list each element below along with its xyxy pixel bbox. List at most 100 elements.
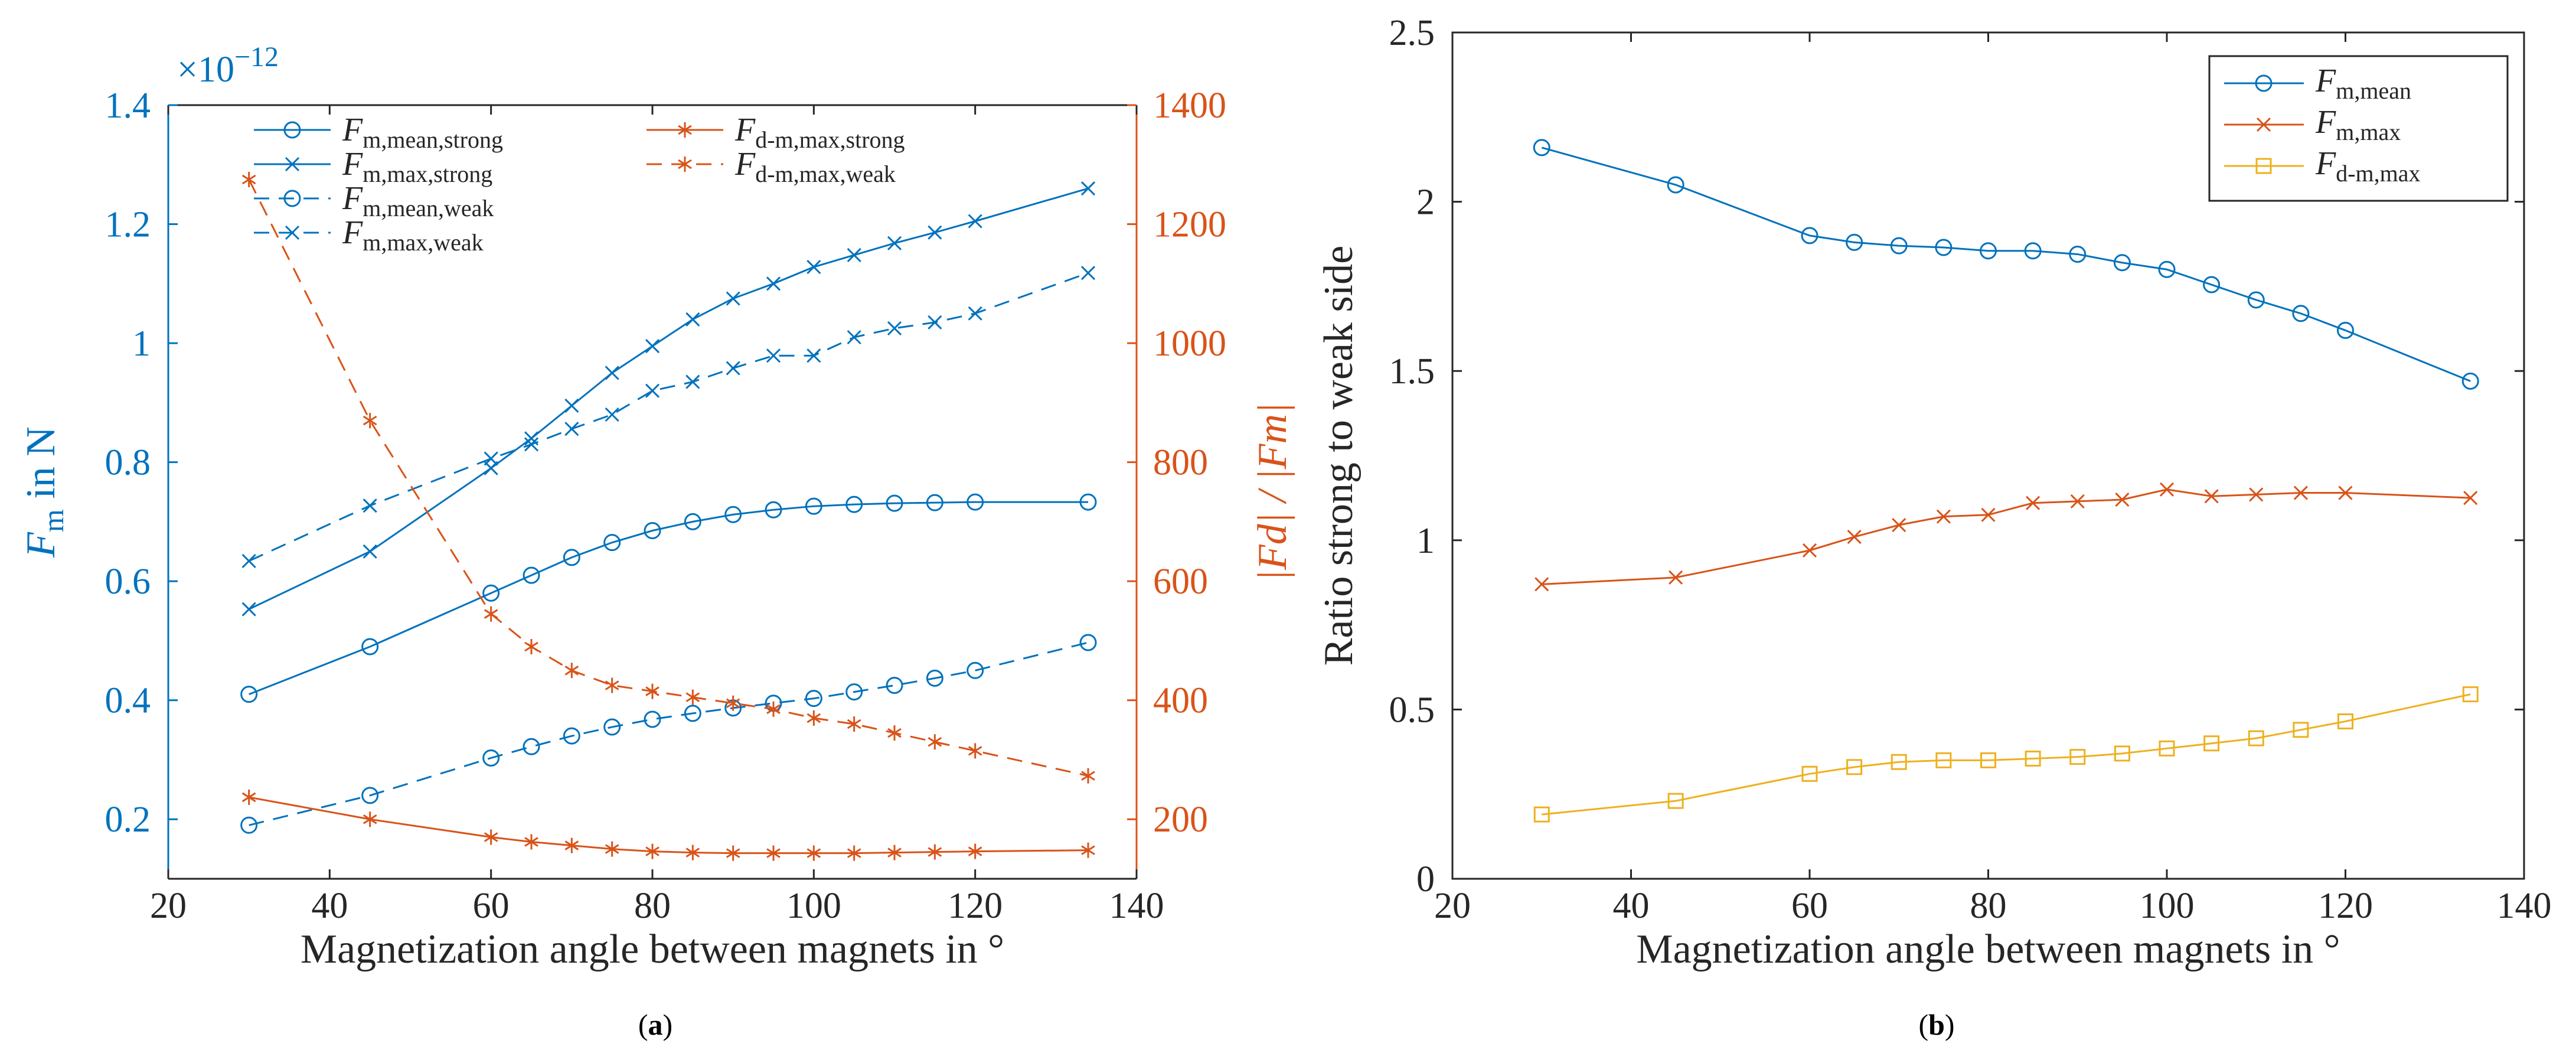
panel-a-series-line-2 bbox=[249, 187, 1089, 610]
panel-a-series-1-point bbox=[886, 494, 903, 512]
panel-a-series-1-point bbox=[684, 513, 701, 530]
panel-a-series-line-1 bbox=[249, 501, 1088, 696]
panel-a: 20 40 60 80 100 120 140 Magnetization angle bet… bbox=[18, 41, 1295, 972]
panel-a-series-5-point bbox=[968, 843, 982, 859]
panel-a-series-6-point bbox=[564, 663, 579, 679]
panel-a-series-3-point bbox=[523, 738, 540, 755]
panel-b-series-3-point bbox=[2337, 713, 2353, 729]
panel-a-series-1-point bbox=[724, 506, 742, 523]
panel-a-series-4-point bbox=[645, 383, 660, 398]
panel-b-legend-label-2: Fm,max bbox=[2315, 104, 2401, 145]
panel-b-series-3-point bbox=[2248, 730, 2264, 746]
panel-a-x-tick-label: 80 bbox=[634, 886, 671, 926]
panel-a-legend-label-6: Fd-m,max,weak bbox=[734, 146, 896, 187]
panel-a-series-5-point bbox=[484, 829, 498, 845]
panel-a-series-3-point bbox=[361, 787, 379, 804]
panel-a-series-5-point bbox=[564, 837, 579, 853]
panel-a-series-4-point bbox=[685, 374, 700, 389]
panel-a-series-2-point bbox=[887, 236, 902, 250]
panel-a-series-5-point bbox=[605, 841, 619, 857]
panel-b-caption-open: ( bbox=[1918, 1008, 1928, 1041]
panel-a-series-2-point bbox=[847, 247, 861, 262]
panel-a-left-tick-label: 0.2 bbox=[105, 800, 151, 840]
panel-b-x-tick-label: 140 bbox=[2497, 886, 2552, 926]
panel-b-y-axis-label: Ratio strong to weak side bbox=[1316, 246, 1362, 666]
panel-a-series-2-point bbox=[685, 312, 700, 327]
panel-a-series-4-point bbox=[484, 451, 498, 466]
panel-b-series-1-point bbox=[2203, 276, 2221, 294]
panel-a-left-tick-label: 1.2 bbox=[105, 205, 151, 245]
panel-a-caption-close: ) bbox=[663, 1008, 673, 1041]
panel-a-series-2-point bbox=[363, 544, 377, 559]
panel-a-right-tick-label: 400 bbox=[1153, 681, 1208, 721]
panel-a-left-tick-label: 0.8 bbox=[105, 443, 151, 483]
panel-b-legend-label-3: Fd-m,max bbox=[2315, 145, 2421, 187]
panel-a-series-6-point bbox=[484, 606, 498, 622]
panel-b-series-1-point bbox=[1533, 139, 1550, 157]
panel-a-series-5-point bbox=[1081, 842, 1095, 858]
panel-b-series-2-point bbox=[2115, 492, 2130, 507]
panel-a-series-6-point bbox=[363, 413, 377, 429]
panel-a-right-tick-label: 1200 bbox=[1153, 205, 1226, 245]
panel-a-legend-label-1: Fm,mean,strong bbox=[342, 112, 503, 153]
panel-b-series-line-1 bbox=[1541, 146, 2471, 382]
panel-a-series-3-point bbox=[563, 727, 580, 745]
panel-a-series-6-point bbox=[887, 725, 902, 741]
panel-a-series-4-point bbox=[968, 306, 982, 321]
panel-a-series-4-point bbox=[807, 348, 821, 363]
panel-b-x-axis-label: Magnetization angle between magnets in ° bbox=[1636, 927, 2340, 972]
panel-b-y-tick-label: 2.5 bbox=[1389, 13, 1435, 53]
panel-a-series-6-point bbox=[241, 171, 256, 187]
panel-a-series-5-point bbox=[807, 845, 821, 861]
panel-b-series-3-point bbox=[1891, 754, 1907, 770]
panel-a-series-5-point bbox=[685, 845, 700, 860]
panel-a-x-axis-label: Magnetization angle between magnets in ° bbox=[301, 927, 1004, 972]
panel-b-series-3-point bbox=[2159, 740, 2175, 757]
panel-a-series-6-point bbox=[685, 689, 700, 705]
panel-a-series-4-point bbox=[928, 315, 942, 330]
panel-a-series-1-point bbox=[805, 497, 822, 515]
panel-a-series-4-point bbox=[564, 422, 579, 436]
panel-a-series-1-point bbox=[523, 566, 540, 584]
panel-b-x-tick-label: 20 bbox=[1434, 886, 1471, 926]
panel-a-series-2-point bbox=[605, 366, 619, 380]
panel-b-series-3-point bbox=[1980, 752, 1996, 768]
panel-a-series-3-point bbox=[967, 661, 984, 679]
panel-a-series-3-point bbox=[926, 669, 943, 687]
panel-b-series-2-point bbox=[2463, 491, 2478, 506]
panel-a-series-3-point bbox=[684, 705, 701, 722]
panel-a-legend-marker-4 bbox=[285, 225, 300, 240]
panel-a-series-4-point bbox=[726, 361, 740, 376]
panel-b-series-1-point bbox=[1667, 176, 1684, 194]
panel-a-series-3-point bbox=[845, 683, 863, 701]
panel-a-caption: (a) bbox=[638, 1008, 672, 1041]
panel-a-series-2-point bbox=[645, 339, 660, 354]
panel-b-x-tick-label: 80 bbox=[1970, 886, 2007, 926]
panel-b-series-2-point bbox=[2026, 495, 2040, 510]
panel-b-y-tick-label: 1.5 bbox=[1389, 351, 1435, 392]
panel-a-series-line-3 bbox=[249, 641, 1089, 826]
panel-b-series-1-point bbox=[1801, 227, 1818, 244]
panel-a-x-tick-label: 120 bbox=[948, 886, 1003, 926]
panel-a-series-1-point bbox=[644, 522, 661, 539]
panel-b-x-tick-label: 100 bbox=[2140, 886, 2195, 926]
panel-a-legend-marker-2 bbox=[285, 157, 300, 172]
panel-a-legend-label-4: Fm,max,weak bbox=[342, 214, 484, 256]
panel-a-series-5-point bbox=[241, 789, 256, 805]
panel-b-x-tick-label: 120 bbox=[2318, 886, 2373, 926]
panel-b-series-1-point bbox=[2069, 245, 2087, 263]
panel-a-series-1-point bbox=[361, 638, 379, 656]
panel-a-series-5-point bbox=[887, 845, 902, 860]
panel-a-series-1-point bbox=[603, 534, 621, 552]
panel-a-x-tick-label: 20 bbox=[150, 886, 187, 926]
panel-a-series-4-point bbox=[847, 330, 861, 345]
panel-a-series-2-point bbox=[726, 291, 740, 306]
panel-a-series-1-point bbox=[1079, 493, 1097, 511]
panel-a-series-6-point bbox=[807, 710, 821, 726]
panel-a-series-5-point bbox=[928, 844, 942, 860]
panel-b-series-3-point bbox=[1801, 765, 1818, 782]
panel-b-series-3-point bbox=[1533, 806, 1550, 823]
panel-b-series-2-point bbox=[1535, 577, 1549, 592]
